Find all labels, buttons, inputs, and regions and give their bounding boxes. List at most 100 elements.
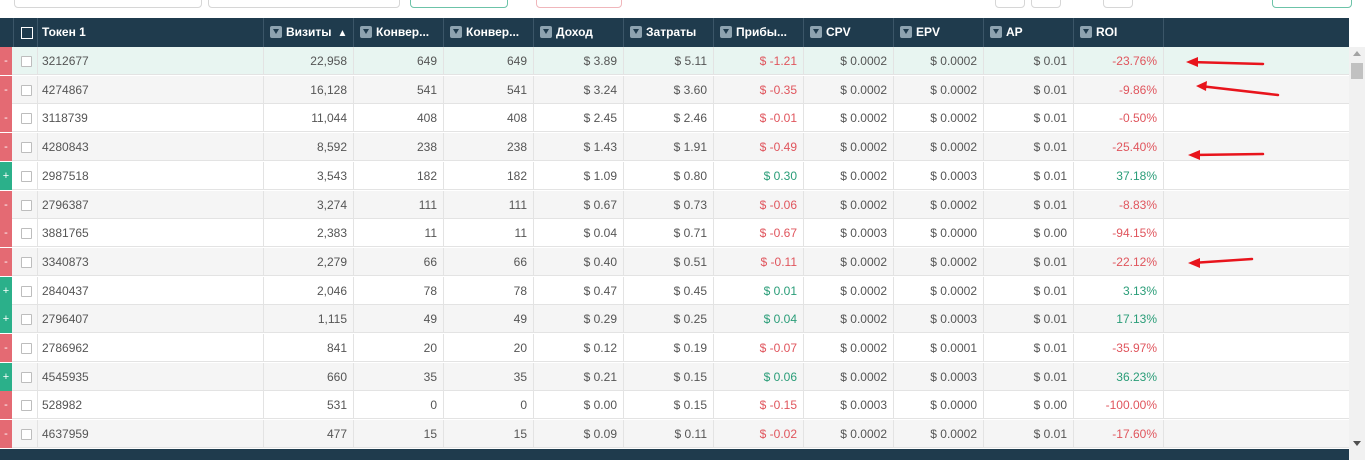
ap-cell: $ 0.01 [984, 190, 1074, 219]
table-row[interactable]: -4280843 8,592 238 238 $ 1.43 $ 1.91 $ -0.49 $ … [0, 133, 1349, 162]
table-row[interactable]: +2987518 3,543 182 182 $ 1.09 $ 0.80 $ 0.30 $ 0… [0, 161, 1349, 190]
toolbar-add-button[interactable] [410, 0, 508, 8]
remove-tag-button[interactable]: - [0, 104, 12, 133]
row-checkbox[interactable] [21, 429, 32, 441]
ap-cell: $ 0.00 [984, 391, 1074, 420]
row-checkbox[interactable] [21, 199, 32, 211]
toolbar-icon-button[interactable] [995, 0, 1025, 8]
header-ap[interactable]: AP [984, 18, 1074, 47]
epv-cell: $ 0.0002 [894, 75, 984, 104]
filter-icon[interactable] [270, 25, 282, 38]
vertical-scrollbar[interactable] [1349, 47, 1365, 460]
sort-asc-icon[interactable]: ▲ [337, 28, 348, 39]
row-checkbox[interactable] [21, 142, 32, 154]
revenue-cell: $ 0.09 [534, 420, 624, 449]
row-checkbox[interactable] [21, 400, 32, 412]
filter-icon[interactable] [540, 25, 552, 38]
remove-tag-button[interactable]: - [0, 219, 12, 248]
add-tag-button[interactable]: + [0, 161, 12, 190]
add-tag-button[interactable]: + [0, 276, 12, 305]
toolbar-apply-button[interactable] [1272, 0, 1352, 8]
table-row[interactable]: -3881765 2,383 11 11 $ 0.04 $ 0.71 $ -0.67 $ 0.… [0, 219, 1349, 248]
row-checkbox[interactable] [21, 343, 32, 354]
table-row[interactable]: -528982 531 0 0 $ 0.00 $ 0.15 $ -0.15 $ 0.0003 $… [0, 391, 1349, 420]
conversions-2-cell: 182 [444, 161, 534, 190]
table-row[interactable]: -2786962 841 20 20 $ 0.12 $ 0.19 $ -0.07 $ 0.00… [0, 334, 1349, 362]
conversions-2-cell: 20 [444, 334, 534, 362]
filter-icon[interactable] [450, 25, 462, 38]
costs-cell: $ 1.91 [624, 133, 714, 162]
header-cpv-label: CPV [826, 25, 851, 39]
row-checkbox[interactable] [21, 371, 32, 383]
header-token[interactable]: Токен 1 [38, 18, 264, 47]
row-checkbox[interactable] [21, 285, 32, 297]
remove-tag-button[interactable]: - [0, 47, 12, 75]
select-all-checkbox[interactable] [21, 26, 33, 39]
header-epv[interactable]: EPV [894, 18, 984, 47]
filter-icon[interactable] [360, 25, 372, 38]
add-tag-button[interactable]: + [0, 305, 12, 334]
table-row[interactable]: +2840437 2,046 78 78 $ 0.47 $ 0.45 $ 0.01 $ 0.0… [0, 276, 1349, 305]
conversions-1-cell: 111 [354, 190, 444, 219]
remove-tag-button[interactable]: - [0, 334, 12, 362]
header-profit[interactable]: Прибы... [714, 18, 804, 47]
scroll-up-icon[interactable] [1353, 51, 1361, 56]
filter-icon[interactable] [630, 25, 642, 38]
conversions-2-cell: 0 [444, 391, 534, 420]
header-select-all[interactable] [14, 18, 38, 47]
filter-icon[interactable] [900, 25, 912, 38]
remove-tag-button[interactable]: - [0, 247, 12, 276]
costs-cell: $ 2.46 [624, 104, 714, 133]
filter-icon[interactable] [720, 25, 732, 38]
row-checkbox[interactable] [21, 228, 32, 240]
ap-cell: $ 0.01 [984, 362, 1074, 391]
row-checkbox[interactable] [21, 56, 32, 67]
header-revenue[interactable]: Доход [534, 18, 624, 47]
row-checkbox[interactable] [21, 84, 32, 96]
epv-cell: $ 0.0002 [894, 276, 984, 305]
table-row[interactable]: -2796387 3,274 111 111 $ 0.67 $ 0.73 $ -0.06 $ … [0, 190, 1349, 219]
epv-cell: $ 0.0003 [894, 362, 984, 391]
toolbar-icon-button[interactable] [1031, 0, 1061, 8]
cpv-cell: $ 0.0002 [804, 75, 894, 104]
revenue-cell: $ 0.47 [534, 276, 624, 305]
remove-tag-button[interactable]: - [0, 133, 12, 162]
table-row[interactable]: -4274867 16,128 541 541 $ 3.24 $ 3.60 $ -0.35 $… [0, 75, 1349, 104]
row-checkbox[interactable] [21, 113, 32, 125]
filter-icon[interactable] [1080, 25, 1092, 38]
visits-cell: 660 [264, 362, 354, 391]
table-row[interactable]: -3340873 2,279 66 66 $ 0.40 $ 0.51 $ -0.11 $ 0.… [0, 247, 1349, 276]
header-costs[interactable]: Затраты [624, 18, 714, 47]
remove-tag-button[interactable]: - [0, 75, 12, 104]
remove-tag-button[interactable]: - [0, 391, 12, 420]
table-row[interactable]: +2796407 1,115 49 49 $ 0.29 $ 0.25 $ 0.04 $ 0.0… [0, 305, 1349, 334]
filter-icon[interactable] [990, 25, 1002, 38]
add-tag-button[interactable]: + [0, 362, 12, 391]
table-row[interactable]: -3212677 22,958 649 649 $ 3.89 $ 5.11 $ -1.21 $… [0, 47, 1349, 75]
row-checkbox[interactable] [21, 256, 32, 268]
toolbar-search-input[interactable] [208, 0, 400, 8]
toolbar-remove-button[interactable] [536, 0, 622, 8]
cpv-cell: $ 0.0003 [804, 219, 894, 248]
filter-icon[interactable] [810, 25, 822, 38]
conversions-1-cell: 49 [354, 305, 444, 334]
header-cpv[interactable]: CPV [804, 18, 894, 47]
scrollbar-thumb[interactable] [1351, 63, 1363, 79]
remove-tag-button[interactable]: - [0, 420, 12, 449]
table-row[interactable]: -4637959 477 15 15 $ 0.09 $ 0.11 $ -0.02 $ 0.00… [0, 420, 1349, 449]
visits-cell: 22,958 [264, 47, 354, 75]
remove-tag-button[interactable]: - [0, 190, 12, 219]
row-filler [1164, 191, 1349, 219]
toolbar-icon-button[interactable] [1103, 0, 1133, 8]
header-roi[interactable]: ROI [1074, 18, 1164, 47]
toolbar-dropdown[interactable] [14, 0, 202, 8]
table-row[interactable]: +4545935 660 35 35 $ 0.21 $ 0.15 $ 0.06 $ 0.000… [0, 362, 1349, 391]
header-visits[interactable]: Визиты ▲ [264, 18, 354, 47]
header-corner [1349, 18, 1365, 47]
header-conversions-1[interactable]: Конвер... [354, 18, 444, 47]
scroll-down-icon[interactable] [1353, 441, 1361, 446]
row-checkbox[interactable] [21, 314, 32, 326]
table-row[interactable]: -3118739 11,044 408 408 $ 2.45 $ 2.46 $ -0.01 $… [0, 104, 1349, 133]
row-checkbox[interactable] [21, 170, 32, 182]
header-conversions-2[interactable]: Конвер... [444, 18, 534, 47]
